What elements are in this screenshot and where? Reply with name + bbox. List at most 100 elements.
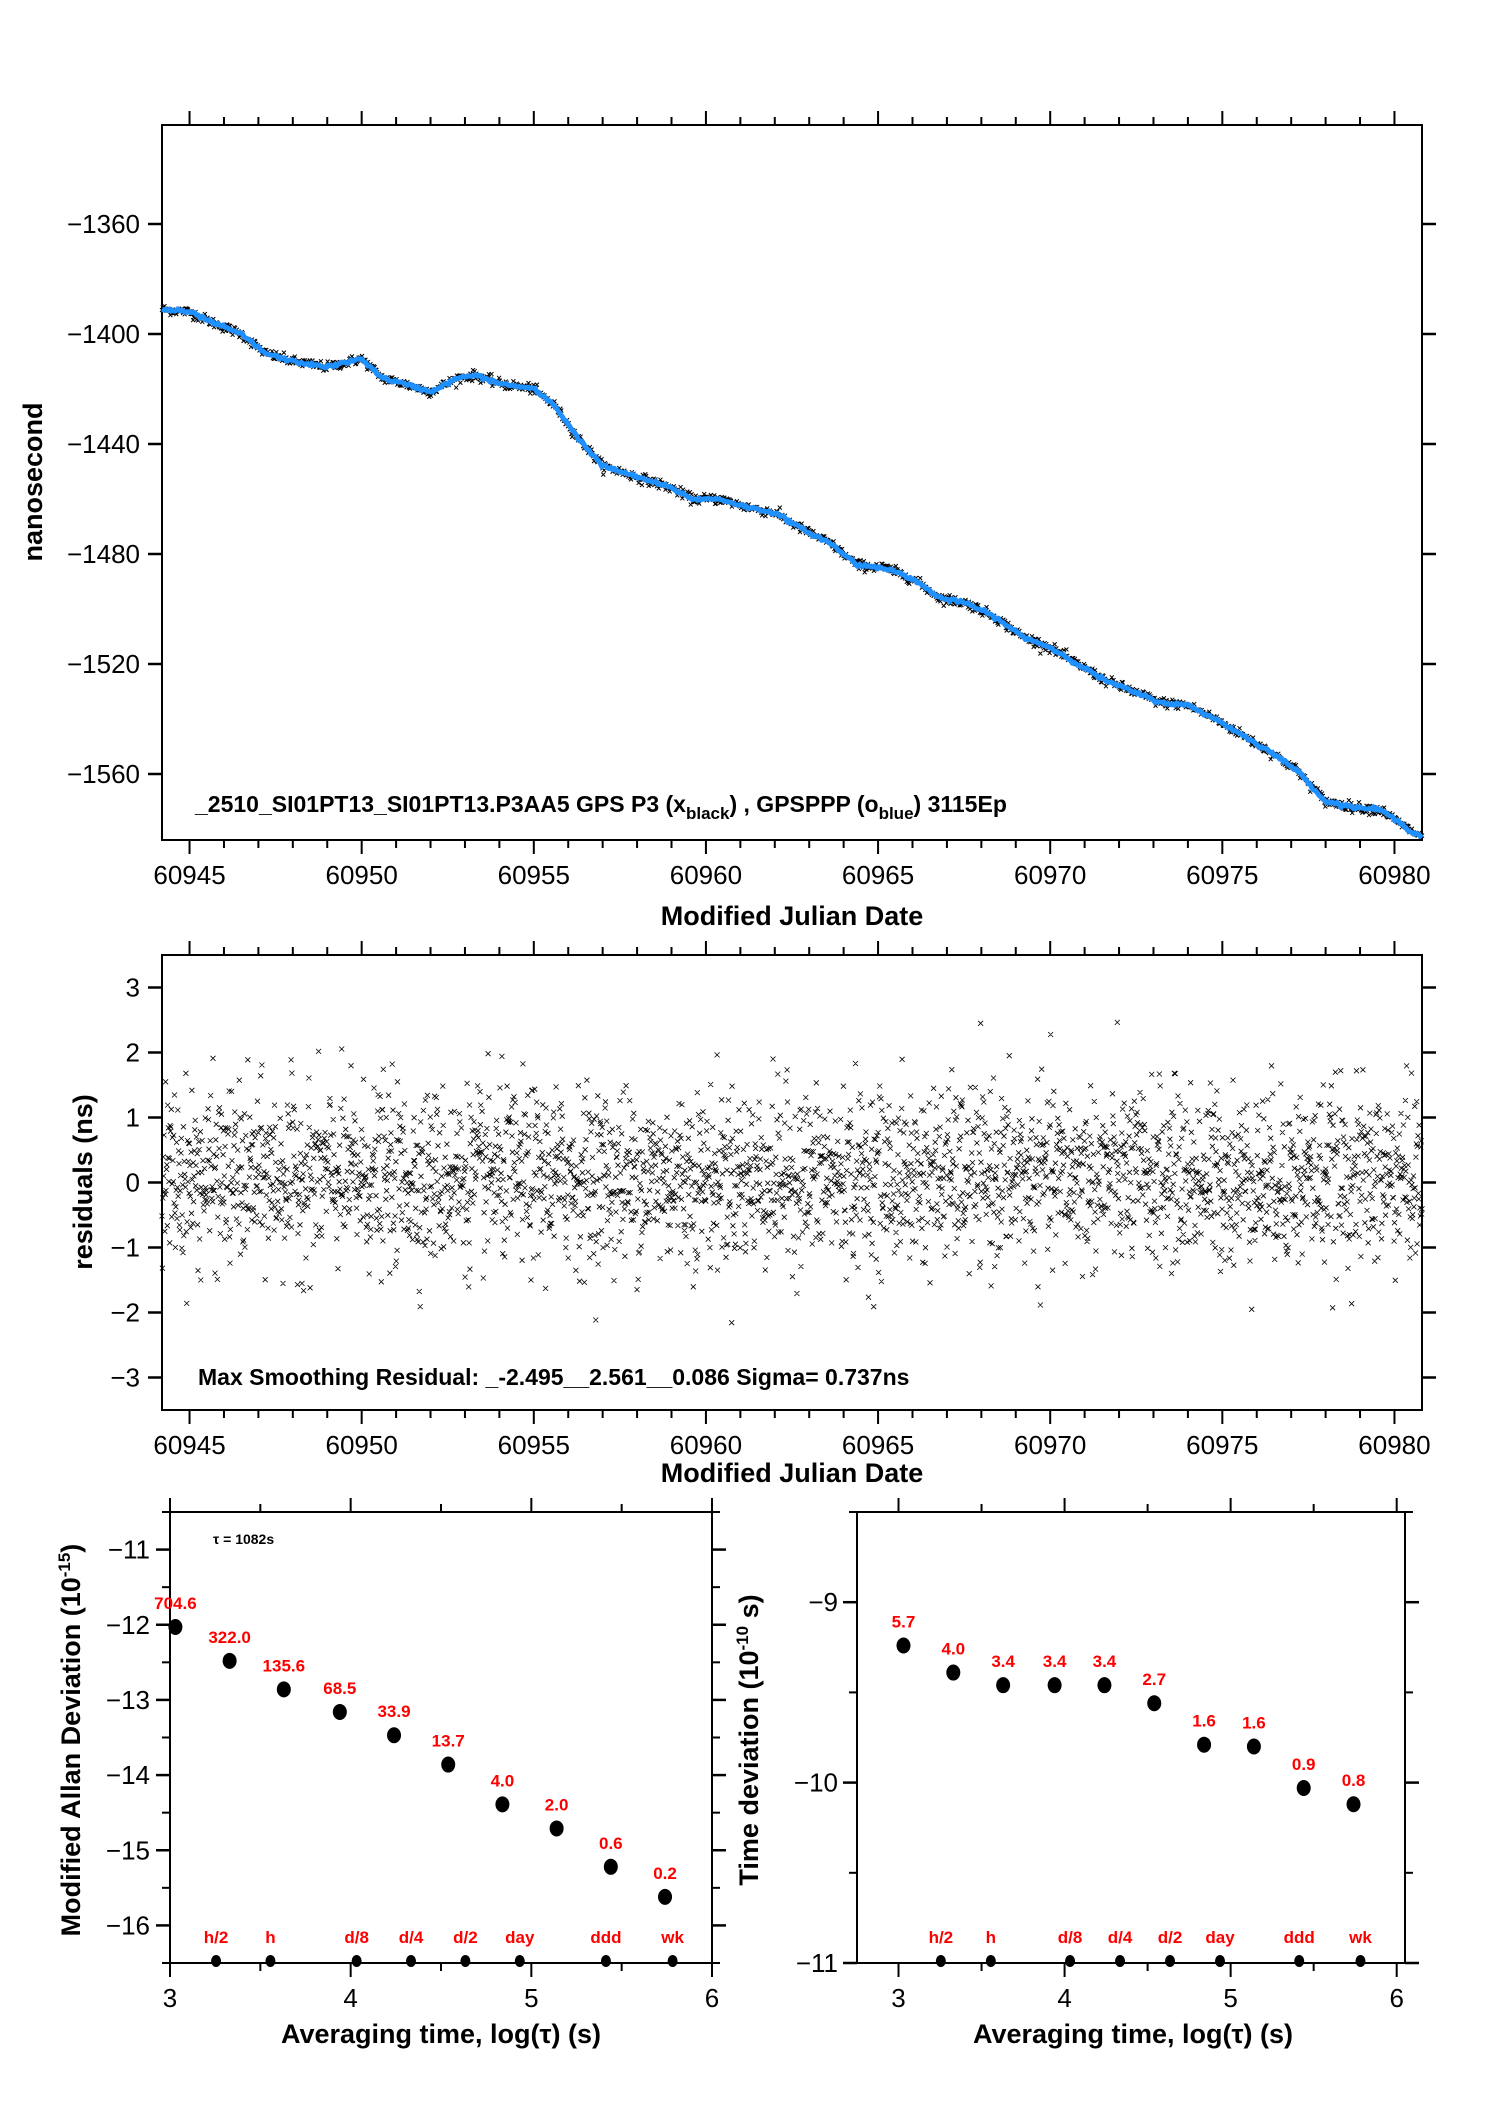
- annotation-prefix: _2510_SI01PT13_SI01PT13.P3AA5 GPS P3 (x: [194, 791, 686, 817]
- data-point: [1047, 1677, 1062, 1694]
- data-point: [1246, 1738, 1261, 1755]
- gpsppp-series: [161, 306, 1424, 840]
- y-tick-label: −15: [106, 1835, 150, 1865]
- data-label: 68.5: [323, 1679, 356, 1698]
- data-point: [1346, 1796, 1361, 1813]
- y-tick-label: −11: [108, 1535, 150, 1565]
- data-point: [222, 1652, 237, 1669]
- allan-deviation-panel: 3 4 5 6 −11 −12 −13 −14 −15 −16 704.6 322.0 135.6 68…: [55, 1498, 726, 2049]
- tau-annotation: τ = 1082s: [213, 1531, 274, 1547]
- period-label: d/2: [453, 1928, 478, 1947]
- time-difference-panel: 60945 60950 60955 60960 60965 60970 60975 60980…: [18, 111, 1436, 931]
- period-label: day: [1205, 1928, 1235, 1947]
- y-tick-label: −16: [106, 1910, 150, 1940]
- series-annotation: _2510_SI01PT13_SI01PT13.P3AA5 GPS P3 (xb…: [194, 791, 1007, 823]
- annotation-suffix: ) 3115Ep: [914, 791, 1007, 817]
- plot-frame: [856, 1511, 1406, 1964]
- data-point: [1147, 1695, 1162, 1712]
- data-label: 322.0: [208, 1628, 251, 1647]
- x-tick-label: 60975: [1186, 860, 1258, 890]
- data-label: 3.4: [1093, 1652, 1117, 1671]
- period-marker: [1165, 1955, 1176, 1967]
- data-point: [603, 1858, 618, 1875]
- x-tick-label: 60960: [670, 1430, 742, 1460]
- y-tick-label: −1520: [67, 649, 140, 679]
- period-marker: [1294, 1955, 1305, 1967]
- period-marker: [1215, 1955, 1226, 1967]
- data-label: 1.6: [1192, 1712, 1216, 1731]
- annotation-sub-blue: blue: [879, 804, 914, 823]
- data-points: 5.7 4.0 3.4 3.4 3.4 2.7 1.6 1.6 0.9 0.8 h/2 h d/8 d/4…: [892, 1612, 1372, 1967]
- data-label: 2.7: [1142, 1670, 1166, 1689]
- data-label: 2.0: [545, 1795, 569, 1814]
- data-label: 4.0: [941, 1640, 965, 1659]
- annotation-sub-black: black: [686, 804, 730, 823]
- residual-points: [159, 1019, 1425, 1326]
- period-marker: [600, 1955, 611, 1967]
- data-point: [1197, 1736, 1212, 1753]
- x-tick-label: 60950: [326, 860, 398, 890]
- y-tick-label: −3: [110, 1363, 140, 1393]
- y-tick-label: 3: [126, 973, 140, 1003]
- x-tick-label: 5: [1223, 1983, 1237, 2013]
- y-tick-label: −1560: [67, 759, 140, 789]
- x-tick-label: 60975: [1186, 1430, 1258, 1460]
- y-tick-label: −1: [110, 1233, 140, 1263]
- x-axis-title: Modified Julian Date: [661, 901, 924, 931]
- data-point: [1296, 1780, 1311, 1797]
- ylabel-end: s): [734, 1594, 764, 1626]
- period-label: h/2: [929, 1928, 954, 1947]
- period-marker: [1115, 1955, 1126, 1967]
- data-point: [658, 1888, 673, 1905]
- period-label: h: [265, 1928, 275, 1947]
- period-marker: [985, 1955, 996, 1967]
- data-series: [159, 303, 1425, 841]
- data-points: 704.6 322.0 135.6 68.5 33.9 13.7 4.0 2.0 0.6 0.2 h…: [154, 1594, 684, 1967]
- x-tick-label: 60945: [153, 1430, 225, 1460]
- period-marker: [460, 1955, 471, 1967]
- x-tick-label: 60960: [670, 860, 742, 890]
- data-point: [946, 1664, 961, 1681]
- time-deviation-panel: 3 4 5 6 −9 −10 −11 5.7 4.0 3.4 3.4 3.4 2.7 1.6 1.6 0.9…: [733, 1498, 1419, 2049]
- data-point: [1097, 1677, 1112, 1694]
- x-axis-title: Averaging time, log(τ) (s): [973, 2019, 1293, 2049]
- y-tick-label: −1440: [67, 429, 140, 459]
- ylabel-main: Modified Allan Deviation (10: [56, 1577, 86, 1936]
- gps-p3-series: [159, 303, 1425, 841]
- ylabel-sup: -15: [55, 1553, 74, 1578]
- period-label: h: [986, 1928, 996, 1947]
- data-label: 0.8: [1342, 1771, 1366, 1790]
- period-label: day: [505, 1928, 535, 1947]
- residual-markers: [159, 1019, 1425, 1326]
- data-label: 135.6: [263, 1656, 306, 1675]
- y-tick-label: 2: [126, 1038, 140, 1068]
- x-axis-title: Averaging time, log(τ) (s): [281, 2019, 601, 2049]
- data-point: [168, 1619, 183, 1636]
- data-point: [332, 1703, 347, 1720]
- y-axis-title: residuals (ns): [68, 1094, 98, 1270]
- x-tick-label: 60955: [498, 1430, 570, 1460]
- period-label: d/4: [399, 1928, 424, 1947]
- y-tick-label: −1400: [67, 319, 140, 349]
- data-label: 3.4: [1043, 1652, 1067, 1671]
- x-tick-label: 3: [163, 1983, 177, 2013]
- axis-ticks: 60945 60950 60955 60960 60965 60970 60975 60980…: [67, 111, 1436, 890]
- period-label: d/4: [1108, 1928, 1133, 1947]
- annotation-middle: ) , GPSPPP (o: [729, 791, 878, 817]
- x-tick-label: 60945: [153, 860, 225, 890]
- x-tick-label: 60980: [1358, 860, 1430, 890]
- residuals-panel: 60945 60950 60955 60960 60965 60970 60975 60980…: [68, 941, 1436, 1488]
- period-label: wk: [1348, 1928, 1372, 1947]
- period-marker: [351, 1955, 362, 1967]
- period-marker: [1065, 1955, 1076, 1967]
- period-marker: [514, 1955, 525, 1967]
- y-tick-label: −12: [106, 1610, 150, 1640]
- plot-frame: [161, 124, 1423, 841]
- residual-annotation: Max Smoothing Residual: _-2.495__2.561__…: [198, 1364, 909, 1390]
- data-label: 3.4: [991, 1652, 1015, 1671]
- x-tick-label: 60965: [842, 1430, 914, 1460]
- data-label: 5.7: [892, 1612, 916, 1631]
- x-tick-label: 4: [343, 1983, 357, 2013]
- axis-ticks: 3 4 5 6 −11 −12 −13 −14 −15 −16: [106, 1498, 726, 2013]
